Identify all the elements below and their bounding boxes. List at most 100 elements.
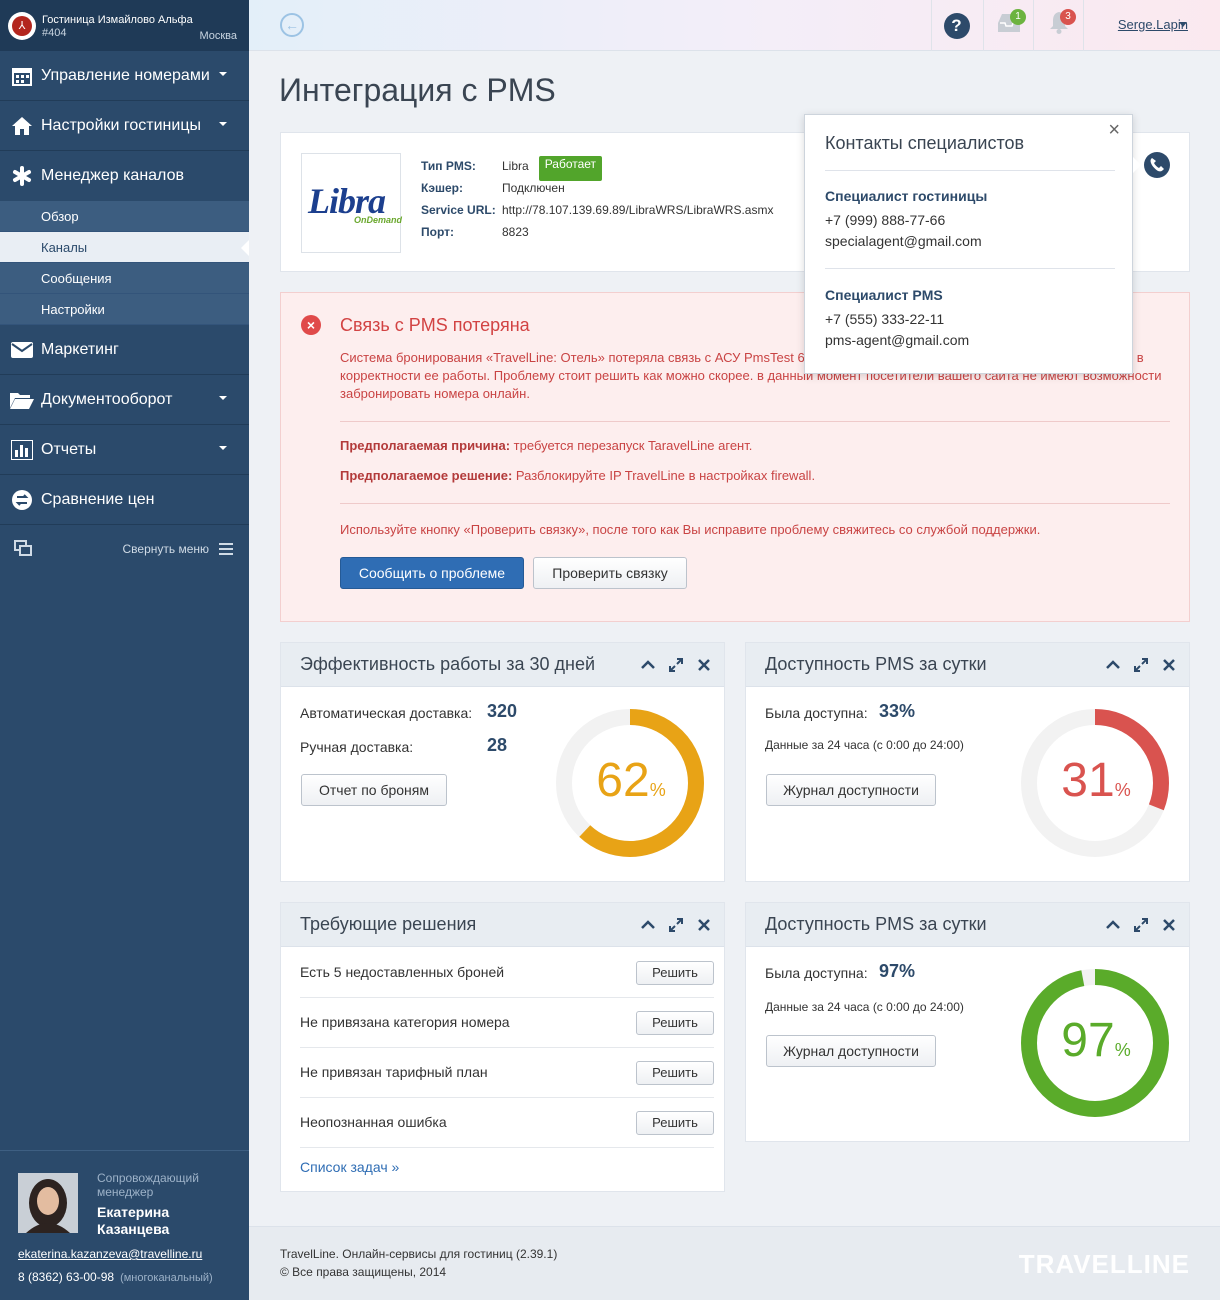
chevron-down-icon (219, 396, 227, 400)
efficiency-gauge (556, 709, 704, 857)
hotel-specialist-email[interactable]: specialagent@gmail.com (825, 233, 982, 249)
availability-percent-value: 31 (1061, 754, 1115, 807)
percent-sign: % (649, 780, 666, 800)
notifications-badge: 3 (1060, 9, 1076, 25)
tasks-panel: Требующие решения Есть 5 недоставленных … (280, 902, 725, 1192)
inbox-badge: 1 (1010, 9, 1026, 25)
resolve-button[interactable]: Решить (636, 961, 714, 985)
calendar-icon (10, 64, 34, 88)
cache-label: Кэшер: (421, 181, 463, 195)
footer: TravelLine. Онлайн-сервисы для гостиниц … (249, 1226, 1220, 1300)
expand-icon[interactable] (668, 917, 684, 933)
asterisk-icon (10, 164, 34, 188)
nav-docs[interactable]: Документооборот (0, 375, 249, 425)
chevron-up-icon[interactable] (640, 917, 656, 933)
bookings-report-button[interactable]: Отчет по броням (301, 774, 447, 806)
subnav-settings[interactable]: Настройки (0, 294, 249, 325)
nav-rooms[interactable]: Управление номерами (0, 51, 249, 101)
nav-marketing-label: Маркетинг (41, 340, 119, 358)
subnav-channels[interactable]: Каналы (0, 232, 249, 263)
panel-title: Эффективность работы за 30 дней (300, 654, 596, 674)
hotel-name: Гостиница Измайлово Альфа (42, 13, 193, 26)
divider (825, 170, 1115, 171)
close-icon[interactable]: × (1108, 119, 1120, 141)
nav-settings[interactable]: Настройки гостиницы (0, 101, 249, 151)
panel-title: Доступность PMS за сутки (765, 914, 987, 934)
topbar-divider (1083, 0, 1084, 51)
close-icon[interactable] (696, 657, 712, 673)
task-list-link[interactable]: Список задач » (300, 1159, 400, 1175)
nav-prices[interactable]: Сравнение цен (0, 475, 249, 525)
expand-icon[interactable] (1133, 917, 1149, 933)
panel-header: Требующие решения (281, 903, 724, 947)
divider (340, 421, 1170, 422)
panel-header: Доступность PMS за сутки (746, 643, 1189, 687)
hotel-selector[interactable]: ⅄ Гостиница Измайлово Альфа #404 Москва (0, 0, 249, 51)
help-button[interactable]: ? (931, 0, 981, 51)
pms-type-label: Тип PMS: (421, 159, 476, 173)
availability-gauge (1021, 709, 1169, 857)
panel-title: Доступность PMS за сутки (765, 654, 987, 674)
collapse-menu[interactable]: Свернуть меню (0, 525, 249, 573)
close-icon[interactable] (1161, 917, 1177, 933)
pms-specialist-email[interactable]: pms-agent@gmail.com (825, 332, 970, 348)
availability-log-button[interactable]: Журнал доступности (766, 774, 936, 806)
home-icon (10, 114, 34, 138)
cache-value: Подключен (502, 181, 565, 195)
subnav-overview[interactable]: Обзор (0, 201, 249, 232)
nav-marketing[interactable]: Маркетинг (0, 325, 249, 375)
panel-tools (1105, 917, 1177, 933)
chevron-down-icon (219, 72, 227, 76)
nav-prices-label: Сравнение цен (41, 490, 155, 508)
user-menu[interactable]: Serge.Lapin (1117, 17, 1188, 32)
inbox-button[interactable]: 1 (983, 0, 1033, 51)
contacts-popover: Контакты специалистов × Специалист гости… (804, 114, 1141, 374)
bar-chart-icon (10, 438, 34, 462)
hotel-number: #404 (42, 26, 67, 39)
back-arrow-icon[interactable]: ← (280, 13, 304, 37)
chevron-up-icon[interactable] (1105, 917, 1121, 933)
divider (825, 268, 1115, 269)
hamburger-icon (219, 543, 233, 558)
panel-tools (640, 657, 712, 673)
subnav-messages[interactable]: Сообщения (0, 263, 249, 294)
task-text: Неопознанная ошибка (300, 1114, 447, 1130)
page-title: Интеграция с PMS (279, 72, 556, 108)
availability-note: Данные за 24 часа (с 0:00 до 24:00) (765, 738, 964, 752)
close-icon[interactable] (696, 917, 712, 933)
availability-percent: 31% (1046, 753, 1146, 808)
avatar (18, 1173, 78, 1233)
manager-email[interactable]: ekaterina.kazanzeva@travelline.ru (18, 1247, 203, 1261)
availability-gauge (1021, 969, 1169, 1117)
close-icon[interactable] (1161, 657, 1177, 673)
resolve-button[interactable]: Решить (636, 1011, 714, 1035)
availability-label: Была доступна: (765, 705, 868, 721)
nav-channels[interactable]: Менеджер каналов (0, 151, 249, 201)
list-item: Не привязан тарифный план Решить (300, 1048, 714, 1098)
availability-log-button[interactable]: Журнал доступности (766, 1035, 936, 1067)
manager-phone-number: 8 (8362) 63-00-98 (18, 1270, 115, 1284)
auto-delivery-value: 320 (487, 701, 518, 721)
manager-name: Екатерина Казанцева (97, 1204, 170, 1237)
task-text: Не привязан тарифный план (300, 1064, 488, 1080)
notifications-button[interactable]: 3 (1033, 0, 1083, 51)
alert-solution: Предполагаемое решение: Разблокируйте IP… (340, 468, 815, 483)
report-problem-button[interactable]: Сообщить о проблеме (340, 557, 524, 589)
hotel-specialist-phone: +7 (999) 888-77-66 (825, 212, 946, 228)
chevron-up-icon[interactable] (1105, 657, 1121, 673)
libra-logo: Libra OnDemand (301, 153, 402, 253)
percent-sign: % (1114, 1040, 1131, 1060)
hotel-city: Москва (199, 30, 237, 42)
expand-icon[interactable] (1133, 657, 1149, 673)
expand-icon[interactable] (668, 657, 684, 673)
check-connection-button[interactable]: Проверить связку (533, 557, 687, 589)
availability-panel-2: Доступность PMS за сутки Была доступна: … (745, 902, 1190, 1142)
phone-icon[interactable] (1144, 152, 1170, 178)
url-value: http://78.107.139.69.89/LibraWRS/LibraWR… (502, 203, 774, 217)
resolve-button[interactable]: Решить (636, 1111, 714, 1135)
resolve-button[interactable]: Решить (636, 1061, 714, 1085)
pms-specialist-title: Специалист PMS (825, 287, 943, 303)
availability-value: 97% (879, 961, 916, 981)
chevron-up-icon[interactable] (640, 657, 656, 673)
nav-reports[interactable]: Отчеты (0, 425, 249, 475)
